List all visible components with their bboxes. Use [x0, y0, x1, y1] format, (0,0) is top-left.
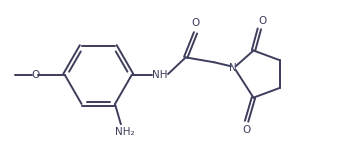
Text: NH: NH: [152, 70, 168, 80]
Text: O: O: [242, 125, 251, 135]
Text: O: O: [191, 18, 200, 28]
Text: O: O: [31, 70, 40, 80]
Text: N: N: [229, 63, 237, 73]
Text: NH₂: NH₂: [115, 127, 135, 137]
Text: O: O: [258, 16, 266, 26]
